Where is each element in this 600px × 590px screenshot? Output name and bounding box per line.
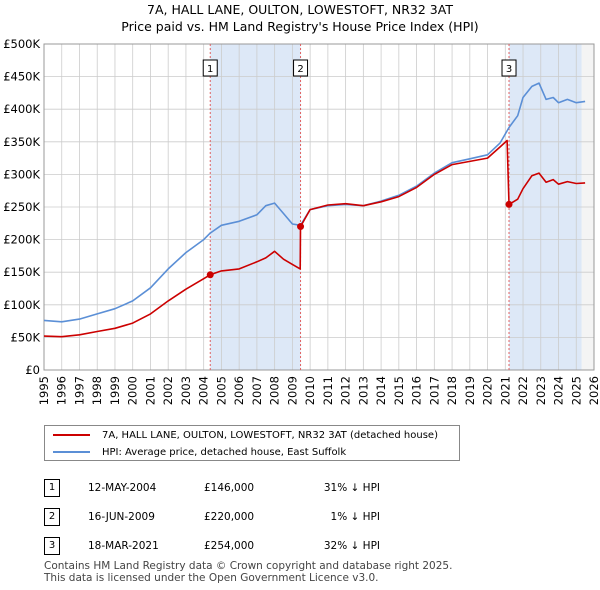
sale-label-text: 2 [297,64,303,75]
y-tick-label: £100K [3,298,40,312]
x-tick-label: 2008 [268,376,282,405]
x-tick-label: 1997 [72,376,86,405]
x-tick-label: 2022 [516,376,530,405]
y-tick-label: £350K [3,135,40,149]
x-tick-label: 2016 [410,376,424,405]
sale-number: 3 [44,536,60,555]
y-tick-label: £250K [3,200,40,214]
x-tick-label: 2001 [143,376,157,405]
y-tick-label: £300K [3,167,40,181]
sale-number: 2 [44,507,60,526]
x-tick-label: 2024 [552,376,566,405]
legend-swatch-hpi [53,451,90,453]
sale-date: 16-JUN-2009 [88,510,155,523]
sale-row: 2 16-JUN-2009 £220,000 1% ↓ HPI [44,502,380,531]
sale-number: 1 [44,478,60,497]
chart-svg: £0 £50K £100K £150K £200K £250K £300K £350K £400… [3,37,600,405]
x-tick-label: 2005 [214,376,228,405]
legend-label-hpi: HPI: Average price, detached house, East… [102,446,347,458]
sale-hpi-diff: 1% ↓ HPI [330,510,380,523]
sale-label-text: 1 [207,64,213,75]
sale-label-box [202,59,218,77]
chart-title-line1: 7A, HALL LANE, OULTON, LOWESTOFT, NR32 3… [147,2,453,17]
sale-row: 1 12-MAY-2004 £146,000 31% ↓ HPI [44,473,380,502]
sale-label-box [293,59,309,77]
x-tick-label: 2019 [463,376,477,405]
sale-hpi-diff: 31% ↓ HPI [323,481,380,494]
x-tick-label: 1996 [55,376,69,405]
x-tick-label: 2002 [161,376,175,405]
footer: Contains HM Land Registry data © Crown c… [44,560,452,584]
x-tick-label: 2004 [197,376,211,405]
y-tick-label: £450K [3,70,40,84]
footer-line1: Contains HM Land Registry data © Crown c… [44,560,453,572]
sale-point [206,271,214,279]
x-tick-label: 2003 [179,376,193,405]
sale-label-text: 3 [506,64,512,75]
x-tick-label: 1995 [37,376,51,405]
y-tick-label: £200K [3,233,40,247]
sale-date: 18-MAR-2021 [88,539,159,552]
x-tick-label: 2014 [374,376,388,405]
series-line [43,139,586,338]
sale-price: £254,000 [204,539,255,552]
y-tick-label: £400K [3,102,40,116]
x-tick-label: 2020 [481,376,495,405]
x-tick-label: 2015 [392,376,406,405]
x-tick-label: 2021 [498,376,512,405]
sale-row: 3 18-MAR-2021 £254,000 32% ↓ HPI [44,531,380,560]
x-tick-label: 2011 [321,376,335,405]
x-tick-label: 2025 [569,376,583,405]
x-tick-label: 2000 [126,376,140,405]
x-tick-label: 2013 [356,376,370,405]
sale-date: 12-MAY-2004 [88,481,157,494]
sale-label-box [501,59,517,77]
x-tick-label: 2012 [339,376,353,405]
legend-item-property: 7A, HALL LANE, OULTON, LOWESTOFT, NR32 3… [53,427,438,443]
sale-price: £146,000 [204,481,255,494]
y-tick-label: £500K [3,37,40,51]
sale-point [505,200,513,208]
x-tick-label: 1998 [90,376,104,405]
x-tick-label: 2026 [587,376,600,405]
y-tick-label: £50K [11,330,41,344]
x-tick-label: 2006 [232,376,246,405]
x-tick-label: 2010 [303,376,317,405]
sale-price: £220,000 [204,510,255,523]
legend-swatch-property [53,434,90,436]
legend-label-property: 7A, HALL LANE, OULTON, LOWESTOFT, NR32 3… [102,429,438,441]
sale-point [297,223,305,231]
x-tick-label: 2007 [250,376,264,405]
x-tick-label: 1999 [108,376,122,405]
sale-hpi-diff: 32% ↓ HPI [323,539,380,552]
chart-title-line2: Price paid vs. HM Land Registry's House … [121,19,479,34]
legend-item-hpi: HPI: Average price, detached house, East… [53,444,346,460]
x-tick-label: 2009 [285,376,299,405]
x-tick-label: 2017 [427,376,441,405]
y-tick-label: £150K [3,265,40,279]
legend: 7A, HALL LANE, OULTON, LOWESTOFT, NR32 3… [44,425,460,461]
sales-table: 1 12-MAY-2004 £146,000 31% ↓ HPI 2 16-JU… [44,473,380,560]
x-tick-label: 2018 [445,376,459,405]
x-tick-label: 2023 [534,376,548,405]
y-tick-label: £0 [25,363,40,377]
plot-frame [43,43,595,371]
footer-line2: This data is licensed under the Open Gov… [44,572,379,584]
